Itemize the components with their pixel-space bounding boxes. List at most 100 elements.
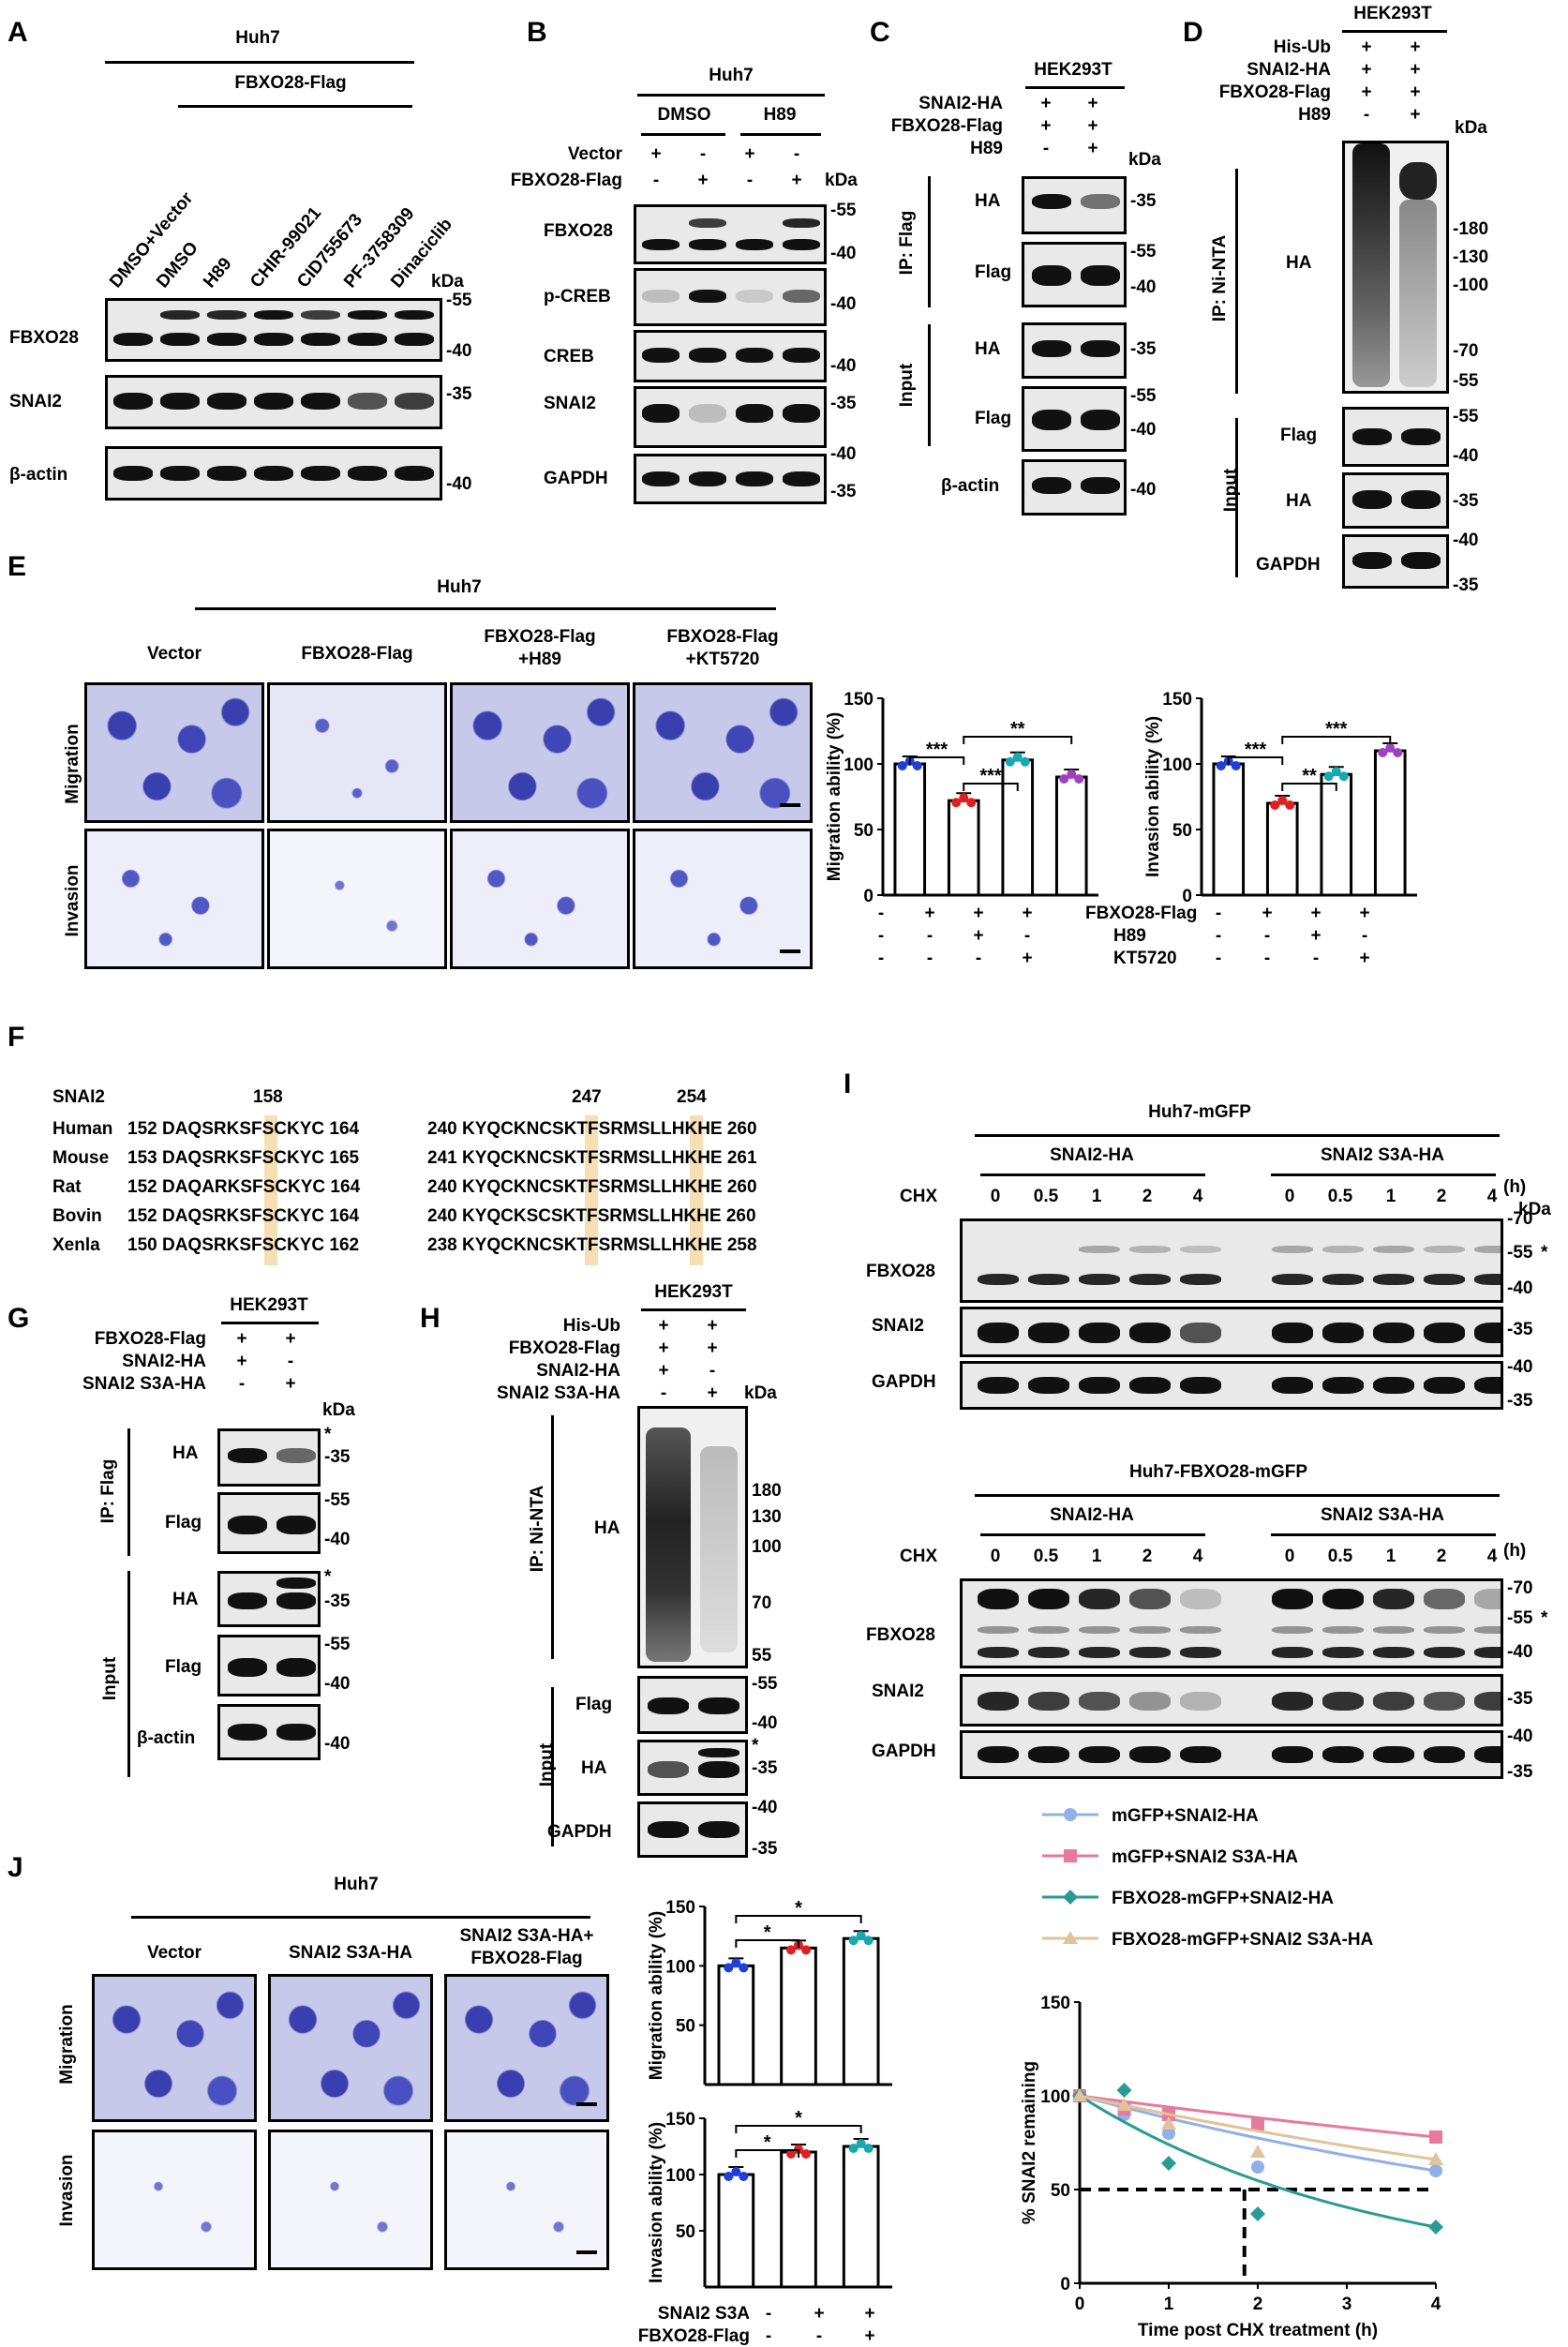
bar: [717, 2173, 755, 2289]
data-point: [1385, 743, 1396, 753]
data-point: [959, 793, 969, 803]
band: [1180, 1377, 1221, 1394]
group-label-dmso: DMSO: [657, 105, 711, 125]
marker: -100: [1453, 276, 1489, 295]
band: [698, 1697, 739, 1714]
legend-label: mGFP+SNAI2-HA: [1112, 1806, 1259, 1826]
band: [1322, 1323, 1364, 1343]
time-label: 4: [1486, 1547, 1498, 1566]
sign: -: [660, 1383, 667, 1403]
bar: [893, 762, 927, 897]
sign: +: [707, 1338, 718, 1358]
panel-letter-f: F: [7, 1022, 25, 1053]
blot-label: SNAI2: [872, 1316, 924, 1336]
data-point: [1331, 767, 1341, 777]
band: [1028, 1626, 1069, 1634]
sign: -: [287, 1352, 294, 1371]
significance-bracket: [735, 2125, 862, 2133]
significance-label: ***: [926, 740, 948, 760]
marker: -70: [1507, 1578, 1533, 1598]
band: [642, 239, 679, 250]
blot-label: HA: [1286, 491, 1312, 511]
blot-a-snai2: [105, 375, 442, 429]
band: [1129, 1746, 1171, 1763]
sign: -: [1312, 949, 1320, 968]
band: [1474, 1692, 1501, 1711]
band: [276, 1577, 316, 1589]
row-label-migration: Migration: [57, 2004, 77, 2085]
tick-label: 0: [1060, 2275, 1070, 2295]
sign: +: [1410, 82, 1421, 102]
time-label: 1: [1385, 1547, 1396, 1566]
position-247: 247: [572, 1087, 602, 1107]
marker: 70: [752, 1593, 772, 1613]
band: [228, 1592, 267, 1609]
sign: +: [236, 1329, 247, 1349]
data-point: [724, 1963, 734, 1973]
sequence-2: 241 KYQCKNCSKTFSRMSLLHKHE 261: [427, 1148, 757, 1168]
data-point: [1285, 800, 1295, 810]
band: [783, 471, 820, 486]
sign: -: [926, 926, 933, 946]
micrograph-migration-fbxo28: [267, 682, 447, 823]
blot-label: GAPDH: [872, 1742, 936, 1761]
kda-label: kDa: [744, 1383, 777, 1403]
series-line: [1079, 2094, 1437, 2229]
sign: +: [1022, 904, 1033, 923]
micrograph-j-migration-s3a: [268, 1974, 433, 2122]
band: [783, 404, 820, 423]
micrograph-j-invasion-vector: [92, 2130, 257, 2270]
legend-label: mGFP+SNAI2 S3A-HA: [1112, 1847, 1298, 1867]
marker: -180: [1453, 219, 1489, 239]
cell-line-label: Huh7: [334, 1875, 379, 1894]
tick-label: 4: [1431, 2295, 1441, 2314]
marker: -35: [752, 1839, 778, 1859]
time-label: 4: [1486, 1187, 1498, 1206]
band: [978, 1274, 1019, 1285]
band: [1032, 410, 1071, 430]
band: [736, 404, 773, 423]
star: *: [1541, 1243, 1548, 1263]
top-title: Huh7-mGFP: [1148, 1102, 1251, 1122]
tick-label: 3: [1342, 2295, 1352, 2314]
data-point: [1216, 761, 1226, 770]
band: [1373, 1589, 1414, 1609]
time-label: 2: [1142, 1547, 1153, 1566]
band: [978, 1626, 1019, 1634]
sequence-2: 240 KYQCKNCSKTFSRMSLLHKHE 260: [427, 1119, 757, 1139]
data-point: [1270, 800, 1280, 810]
band: [395, 466, 434, 481]
marker: 100: [752, 1537, 782, 1557]
significance-label: **: [1302, 766, 1317, 786]
band: [642, 290, 679, 303]
micrograph-j-migration-vector: [92, 1974, 257, 2122]
legend-label: FBXO28-mGFP+SNAI2 S3A-HA: [1112, 1930, 1374, 1950]
band: [978, 1377, 1019, 1394]
sign: +: [924, 904, 935, 923]
blot-label: GAPDH: [544, 469, 608, 488]
data-point: [1277, 796, 1288, 805]
band: [1129, 1323, 1171, 1343]
sign: -: [765, 2304, 772, 2324]
band: [1352, 552, 1392, 569]
blot-g-ha-ip: [217, 1428, 321, 1487]
band: [1180, 1692, 1221, 1711]
sign: -: [877, 904, 885, 923]
band: [1129, 1274, 1171, 1285]
significance-bracket: [735, 1939, 799, 1948]
sequence-1: 152 DAQSRKSFSCKYC 164: [127, 1206, 360, 1226]
condition-label: SNAI2 S3A-HA+ FBXO28-Flag: [459, 1926, 594, 1968]
marker: 180: [752, 1481, 782, 1501]
data-point: [856, 1931, 866, 1941]
marker: -40: [752, 1713, 778, 1733]
band: [1352, 428, 1392, 445]
sign: +: [285, 1329, 296, 1349]
blot-label: HA: [581, 1758, 607, 1778]
panel-letter-e: E: [7, 551, 27, 582]
marker: -35: [1507, 1391, 1533, 1411]
tick-label: 150: [665, 2110, 695, 2130]
band: [1129, 1377, 1171, 1394]
kda-label: kDa: [1455, 118, 1487, 138]
tick-label: 2: [1253, 2295, 1263, 2314]
band: [1180, 1323, 1221, 1343]
